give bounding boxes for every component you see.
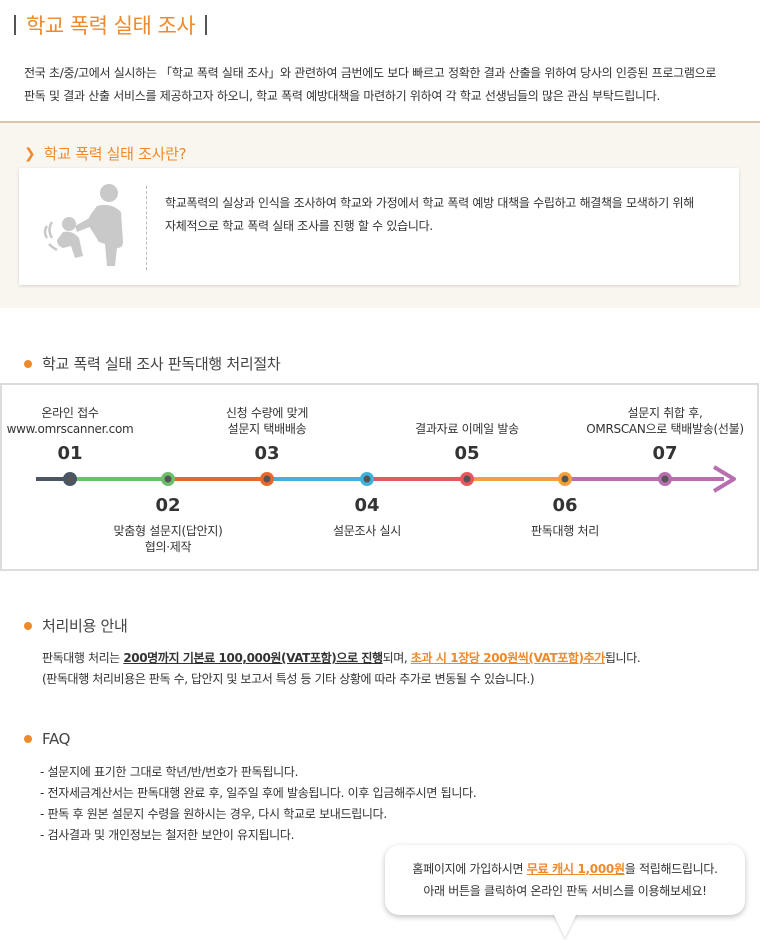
step-label-line: 신청 수량에 맞게 xyxy=(225,406,309,420)
cost-part-1: 판독대행 처리는 xyxy=(42,651,124,665)
step-label-line: 설문지 택배배송 xyxy=(227,422,307,436)
arrow-right-icon xyxy=(712,465,736,493)
step-label-line: 판독대행 처리 xyxy=(531,524,599,538)
step-node-core xyxy=(164,475,172,483)
step-label: 결과자료 이메일 발송 xyxy=(387,421,547,437)
step-node-core xyxy=(463,475,471,483)
step-label: 온라인 접수 www.omrscanner.com xyxy=(0,405,150,437)
page-title: 학교 폭력 실태 조사 xyxy=(26,14,196,38)
step-number: 02 xyxy=(155,495,181,516)
process-heading-label: 학교 폭력 실태 조사 판독대행 처리절차 xyxy=(42,355,281,373)
cost-part-2: 되며, xyxy=(382,651,411,665)
chevron-right-icon: ❯ xyxy=(24,145,36,162)
step-label-line: 설문지 취합 후, xyxy=(627,406,703,420)
cost-heading: 처리비용 안내 xyxy=(24,615,128,636)
cost-base-fee: 200명까지 기본료 100,000원(VAT포함)으로 진행 xyxy=(123,651,383,665)
step-node-core xyxy=(263,475,271,483)
faq-list: - 설문지에 표기한 그대로 학년/반/번호가 판독됩니다. - 전자세금계산서… xyxy=(40,762,477,846)
intro-text: 전국 초/중/고에서 실시하는 「학교 폭력 실태 조사」와 관련하여 금번에도… xyxy=(24,62,744,108)
bubble-part-2: 을 적립해드립니다. xyxy=(624,862,718,876)
step-number: 05 xyxy=(454,443,480,464)
faq-item: - 검사결과 및 개인정보는 철저한 보안이 유지됩니다. xyxy=(40,828,295,842)
violence-figure-icon xyxy=(43,184,123,266)
cost-heading-label: 처리비용 안내 xyxy=(42,617,128,635)
step-label: 맞춤형 설문지(답안지) 협의·제작 xyxy=(88,523,248,555)
title-left-bar xyxy=(14,15,16,35)
page-title-bar: 학교 폭력 실태 조사 xyxy=(14,10,208,40)
step-label-line: 협의·제작 xyxy=(144,540,192,554)
faq-item: - 판독 후 원본 설문지 수령을 원하시는 경우, 다시 학교로 보내드립니다… xyxy=(40,807,387,821)
cost-text: 판독대행 처리는 200명까지 기본료 100,000원(VAT포함)으로 진행… xyxy=(42,648,742,690)
cost-extra-fee: 초과 시 1장당 200원씩(VAT포함)추가 xyxy=(410,651,606,665)
process-box: 01 온라인 접수 www.omrscanner.com 02 맞춤형 설문지(답안지)… xyxy=(0,383,759,571)
what-box: 학교폭력의 실상과 인식을 조사하여 학교와 가정에서 학교 폭력 예방 대책을… xyxy=(19,168,739,285)
what-line-1: 학교폭력의 실상과 인식을 조사하여 학교와 가정에서 학교 폭력 예방 대책을… xyxy=(165,196,694,210)
step-label-line: 온라인 접수 xyxy=(41,406,99,420)
what-section: ❯ 학교 폭력 실태 조사란? 학교폭력의 실상과 인식을 조사하여 학교와 가… xyxy=(0,121,760,308)
what-divider xyxy=(146,186,147,270)
step-node-core xyxy=(363,475,371,483)
faq-heading: FAQ xyxy=(24,730,70,748)
step-node-core xyxy=(561,475,569,483)
step-label-line: OMRSCAN으로 택배발송(선불) xyxy=(586,422,744,436)
step-number: 06 xyxy=(552,495,578,516)
step-node-core xyxy=(661,475,669,483)
cost-line-2: (판독대행 처리비용은 판독 수, 답안지 및 보고서 특성 등 기타 상황에 … xyxy=(42,672,535,686)
step-label-line: 결과자료 이메일 발송 xyxy=(415,422,519,436)
step-node-core xyxy=(66,475,74,483)
bullet-dot-icon xyxy=(24,735,32,743)
bubble-line-2: 아래 버튼을 클릭하여 온라인 판독 서비스를 이용해보세요! xyxy=(423,884,707,898)
process-timeline xyxy=(36,465,736,493)
cost-line-1: 판독대행 처리는 200명까지 기본료 100,000원(VAT포함)으로 진행… xyxy=(42,648,742,669)
bubble-free-cash: 무료 캐시 1,000원 xyxy=(526,862,625,876)
bullet-dot-icon xyxy=(24,359,32,368)
step-label: 설문지 취합 후, OMRSCAN으로 택배발송(선불) xyxy=(585,405,745,437)
title-right-bar xyxy=(205,15,208,35)
bubble-tail xyxy=(553,913,577,938)
step-label-line: 맞춤형 설문지(답안지) xyxy=(113,524,223,538)
step-label: 설문조사 실시 xyxy=(287,523,447,539)
step-number: 07 xyxy=(652,443,678,464)
intro-line-2: 판독 및 결과 산출 서비스를 제공하고자 하오니, 학교 폭력 예방대책을 마… xyxy=(24,89,660,103)
step-number: 04 xyxy=(354,495,380,516)
faq-item: - 설문지에 표기한 그대로 학년/반/번호가 판독됩니다. xyxy=(40,765,299,779)
intro-line-1: 전국 초/중/고에서 실시하는 「학교 폭력 실태 조사」와 관련하여 금번에도… xyxy=(24,66,717,80)
step-label: 판독대행 처리 xyxy=(485,523,645,539)
what-description: 학교폭력의 실상과 인식을 조사하여 학교와 가정에서 학교 폭력 예방 대책을… xyxy=(165,192,725,238)
bubble-part-1: 홈페이지에 가입하시면 xyxy=(412,862,527,876)
signup-promo-bubble: 홈페이지에 가입하시면 무료 캐시 1,000원을 적립해드립니다. 아래 버튼… xyxy=(385,845,745,915)
faq-heading-label: FAQ xyxy=(42,730,71,748)
step-label-line: 설문조사 실시 xyxy=(333,524,401,538)
what-heading-label: 학교 폭력 실태 조사란? xyxy=(43,145,187,163)
bullet-dot-icon xyxy=(24,621,32,630)
step-label-line: www.omrscanner.com xyxy=(6,422,134,436)
what-line-2: 자체적으로 학교 폭력 실태 조사를 진행 할 수 있습니다. xyxy=(165,219,433,233)
faq-item: - 전자세금계산서는 판독대행 완료 후, 일주일 후에 발송됩니다. 이후 입… xyxy=(40,786,477,800)
what-heading: ❯ 학교 폭력 실태 조사란? xyxy=(24,143,187,164)
step-number: 03 xyxy=(254,443,280,464)
bubble-line-1: 홈페이지에 가입하시면 무료 캐시 1,000원을 적립해드립니다. xyxy=(385,858,745,880)
step-number: 01 xyxy=(57,443,83,464)
cost-part-3: 됩니다. xyxy=(604,651,641,665)
process-heading: 학교 폭력 실태 조사 판독대행 처리절차 xyxy=(24,353,281,374)
